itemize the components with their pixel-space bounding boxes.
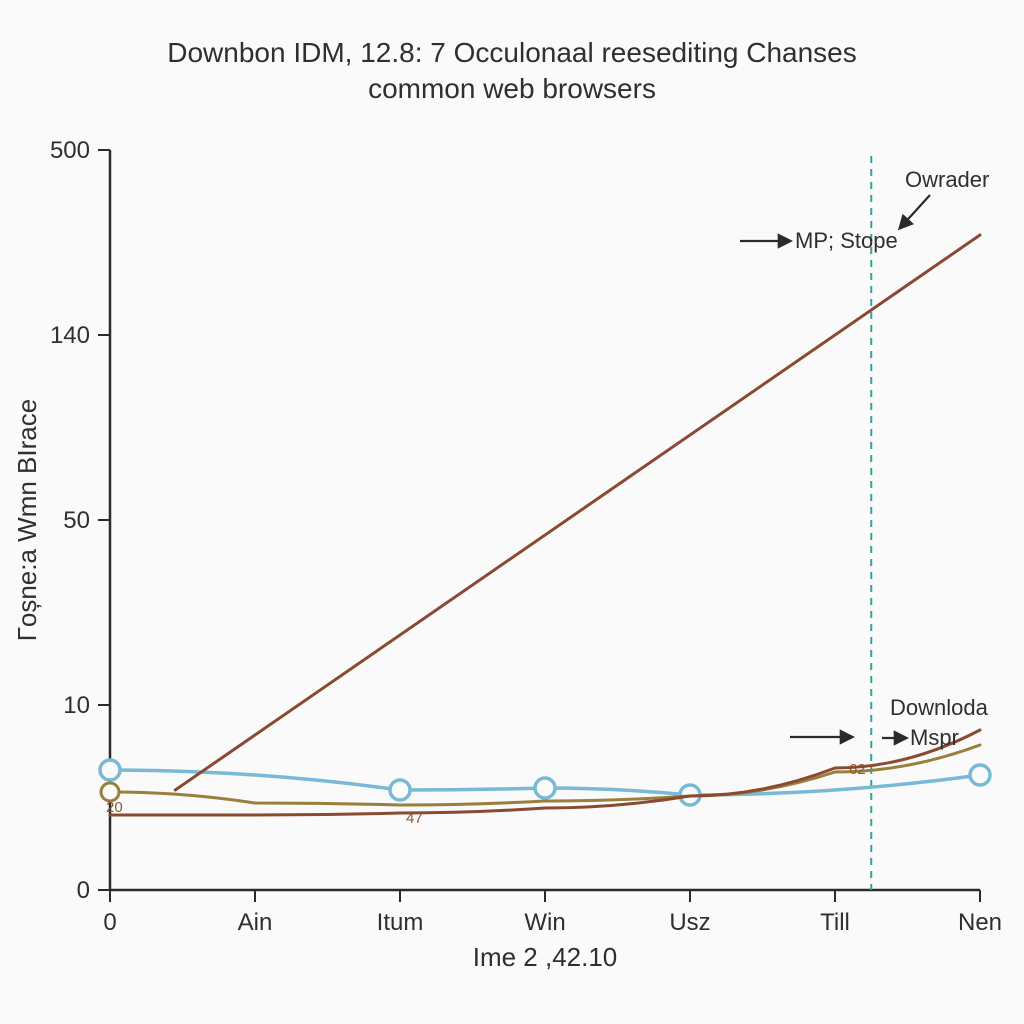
x-axis-label: Ime 2 ,42.10 <box>473 942 618 972</box>
annotation-label: Owrader <box>905 167 989 192</box>
x-tick-label: Itum <box>377 909 424 936</box>
y-tick-label: 500 <box>50 137 90 164</box>
x-tick-label: Till <box>820 909 850 936</box>
line-chart: Downbon IDM, 12.8: 7 Occulonaal reesedit… <box>0 0 1024 1024</box>
x-tick-label: 0 <box>103 909 116 936</box>
annotation-label: MP; Stope <box>795 228 898 253</box>
point-label: 20 <box>106 799 123 816</box>
chart-title-line1: Downbon IDM, 12.8: 7 Occulonaal reesedit… <box>167 37 857 68</box>
chart-container: Downbon IDM, 12.8: 7 Occulonaal reesedit… <box>0 0 1024 1024</box>
marker-blue <box>100 760 120 780</box>
x-tick-label: Usz <box>669 909 710 936</box>
point-label: 62 <box>849 761 866 778</box>
y-tick-label: 50 <box>63 507 90 534</box>
y-tick-label: 140 <box>50 322 90 349</box>
x-tick-label: Win <box>524 909 565 936</box>
y-axis-label: Гoșne:a Wmn BIrace <box>12 399 42 641</box>
marker-blue <box>970 765 990 785</box>
annotation-label: Downloda <box>890 695 989 720</box>
y-tick-label: 0 <box>77 877 90 904</box>
annotation-label: Mspr <box>910 725 959 750</box>
x-tick-label: Ain <box>238 909 273 936</box>
marker-blue <box>535 778 555 798</box>
y-tick-label: 10 <box>63 692 90 719</box>
chart-title-line2: common web browsers <box>368 73 656 104</box>
marker-blue <box>390 780 410 800</box>
x-tick-label: Nen <box>958 909 1002 936</box>
